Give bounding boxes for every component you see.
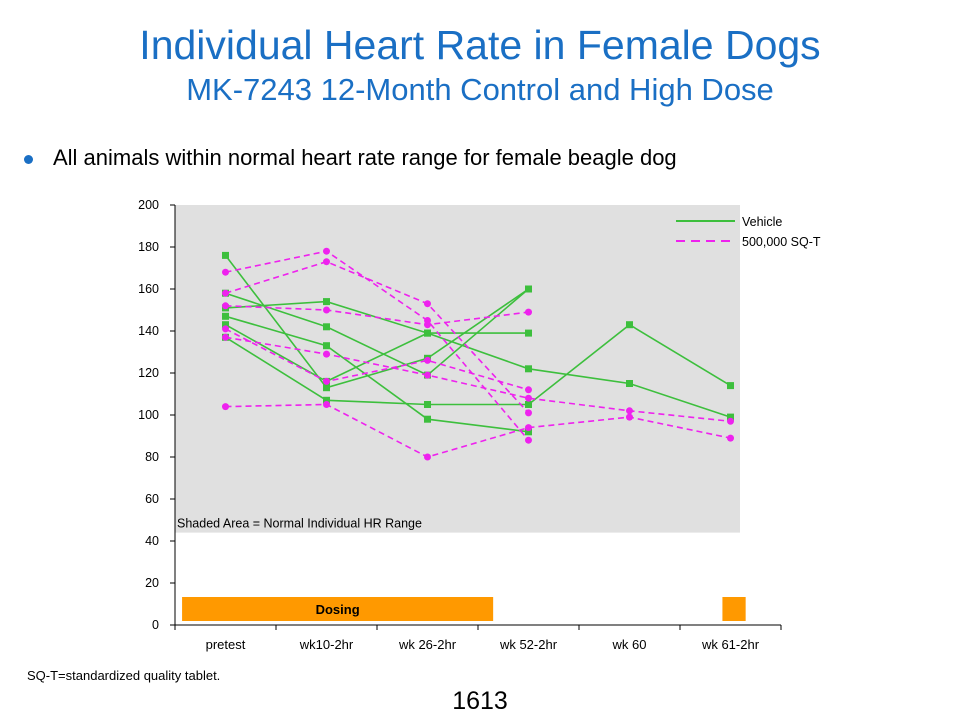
y-tick-label: 180 [138,240,159,254]
data-point [626,380,633,387]
x-tick-label: wk10-2hr [299,637,354,652]
data-point [525,365,532,373]
data-point [323,247,330,255]
data-point [222,268,229,276]
y-tick-label: 160 [138,282,159,296]
dosing-bar [182,597,494,621]
data-point [727,382,734,390]
x-tick-label: wk 26-2hr [398,637,457,652]
x-tick-label: wk 61-2hr [701,637,760,652]
x-tick-label: wk 52-2hr [499,637,558,652]
dosing-bar [722,597,746,621]
data-point [222,321,229,329]
y-tick-label: 100 [138,408,159,422]
chart-legend: Vehicle 500,000 SQ-T [676,215,821,249]
y-tick-label: 40 [145,534,159,548]
data-point [424,321,431,329]
chart-series [222,247,734,461]
data-point [525,386,532,394]
slide-subtitle: MK-7243 12-Month Control and High Dose [186,72,774,107]
bullet-dot-icon [24,154,33,164]
legend-label: Vehicle [742,215,782,229]
slide-title: Individual Heart Rate in Female Dogs [139,22,821,68]
series-line [225,328,529,391]
data-point [323,396,330,404]
data-point [727,434,734,442]
data-point [323,342,330,350]
data-point [727,417,734,425]
dosing-label: Dosing [316,602,360,617]
data-point [626,407,633,415]
data-point [323,384,330,392]
data-point [525,329,532,337]
series-line [225,403,731,458]
data-point [323,323,330,331]
y-tick-label: 140 [138,324,159,338]
series-line [225,336,731,423]
data-point [525,436,532,444]
data-point [525,308,532,316]
y-tick-label: 60 [145,492,159,506]
data-point [525,285,532,293]
data-point [424,401,431,408]
data-point [323,401,330,408]
normal-range-label: Shaded Area = Normal Individual HR Range [177,517,422,531]
data-point [222,333,229,341]
x-tick-label: wk 60 [612,637,647,652]
data-point [626,413,633,421]
data-point [222,289,229,297]
series-line [224,254,529,389]
y-tick-label: 200 [138,198,159,212]
data-point [222,325,229,333]
data-point [424,329,431,337]
data-point [424,356,431,364]
data-point [222,312,229,320]
series-line [225,250,530,441]
data-point [626,321,633,329]
data-point [424,371,431,379]
data-point [424,453,431,461]
data-point [727,413,734,421]
y-tick-label: 120 [138,366,159,380]
y-tick-label: 80 [145,450,159,464]
dosing-bars: Dosing [182,597,746,621]
x-tick-label: pretest [206,637,246,652]
bullet-point: All animals within normal heart rate ran… [24,143,677,173]
normal-range-shading [175,205,740,533]
chart-axes: 0 20 40 60 80 100 120 140 160 180 200 pretest wk10-2… [138,198,782,652]
data-point [424,300,431,308]
legend-label: 500,000 SQ-T [742,235,821,249]
data-point [525,409,532,417]
data-point [323,298,330,306]
bullet-text: All animals within normal heart rate ran… [53,145,677,170]
footnote: SQ-T=standardized quality tablet. [27,668,221,683]
series-line [225,288,530,377]
data-point [525,424,532,432]
series-line [225,315,529,433]
data-point [323,377,330,385]
data-point [222,302,229,310]
data-point [323,350,330,358]
data-point [222,251,229,259]
data-point [525,428,532,436]
data-point [424,415,431,423]
data-point [323,258,330,266]
series-line [225,323,731,406]
data-point [222,403,229,411]
y-tick-label: 20 [145,576,159,590]
series-line [225,305,529,326]
data-point [525,401,532,408]
data-point [525,394,532,402]
y-tick-label: 0 [152,618,159,632]
data-point [323,306,330,314]
heart-rate-chart: Shaded Area = Normal Individual HR Range… [138,198,821,652]
series-line [225,260,530,414]
page-number: 1613 [452,687,508,715]
